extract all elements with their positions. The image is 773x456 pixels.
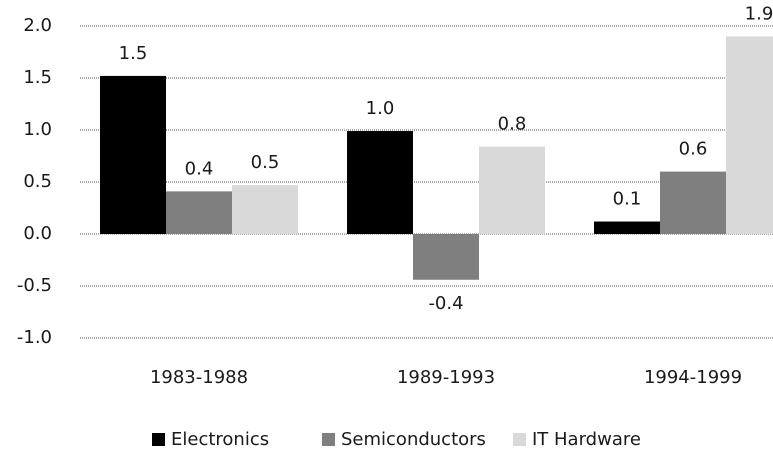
legend-swatch <box>513 433 526 446</box>
data-label: 1.0 <box>366 98 395 119</box>
y-tick-label: 1.0 <box>23 119 52 140</box>
legend-label: Semiconductors <box>341 429 486 450</box>
legend-label: Electronics <box>171 429 269 450</box>
legend-label: IT Hardware <box>532 429 641 450</box>
y-tick-label: -1.0 <box>17 327 52 348</box>
bar <box>166 191 232 234</box>
legend-swatch <box>152 433 165 446</box>
bar <box>660 171 726 234</box>
y-tick-label: 0.5 <box>23 171 52 192</box>
y-tick-label: -0.5 <box>17 275 52 296</box>
data-label: 0.4 <box>185 158 214 179</box>
y-tick-label: 1.5 <box>23 67 52 88</box>
y-tick-label: 2.0 <box>23 15 52 36</box>
data-label: 0.5 <box>251 152 280 173</box>
data-label: 0.6 <box>679 139 708 160</box>
data-label: 0.1 <box>613 189 642 210</box>
bar <box>413 234 479 280</box>
data-label: 0.8 <box>498 114 527 135</box>
data-label: 1.5 <box>119 43 148 64</box>
data-label: 1.9 <box>745 3 773 24</box>
y-tick-label: 0.0 <box>23 223 52 244</box>
legend-swatch <box>322 433 335 446</box>
data-label: -0.4 <box>428 293 463 314</box>
bar <box>100 75 166 234</box>
x-tick-label: 1994-1999 <box>644 367 742 388</box>
x-tick-label: 1989-1993 <box>397 367 495 388</box>
bar <box>347 131 413 234</box>
bar <box>726 36 773 235</box>
bar <box>232 185 298 234</box>
x-tick-label: 1983-1988 <box>150 367 248 388</box>
bar <box>594 221 660 234</box>
bar <box>479 146 545 234</box>
